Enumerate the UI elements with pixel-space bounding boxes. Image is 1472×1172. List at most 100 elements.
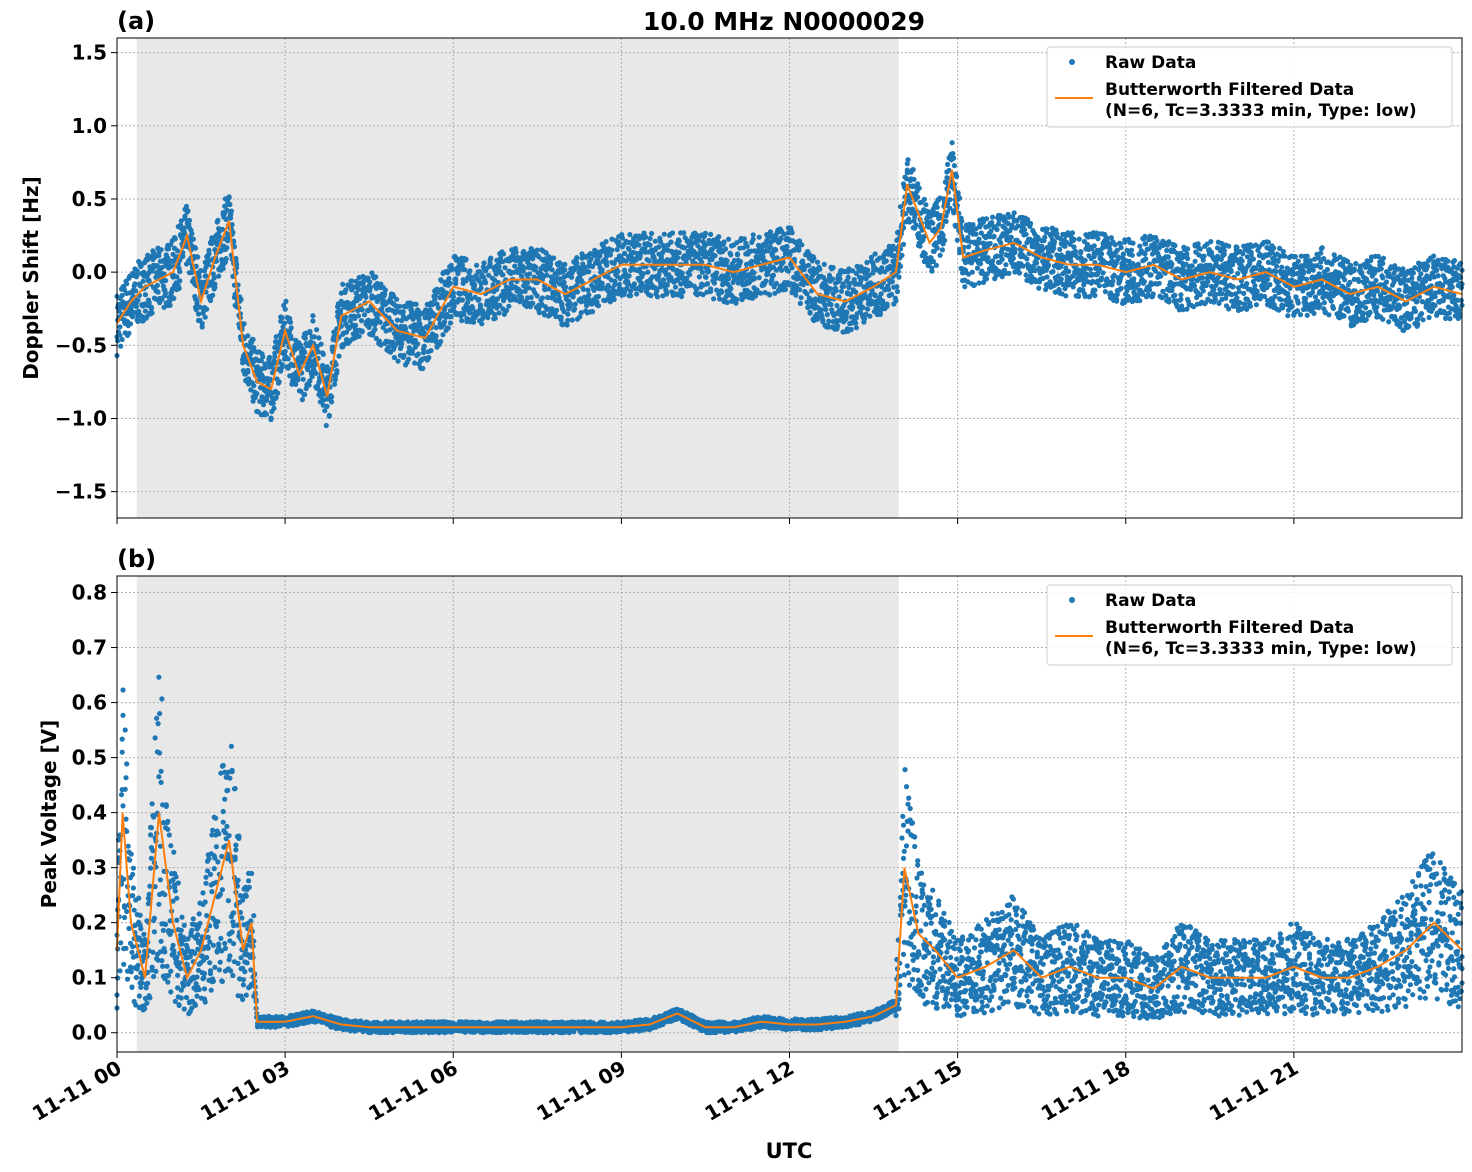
raw-data-point [1082, 257, 1088, 263]
raw-data-point [228, 215, 234, 221]
raw-data-point [563, 284, 569, 290]
raw-data-point [917, 243, 923, 249]
raw-data-point [220, 265, 226, 272]
raw-data-point [929, 265, 935, 271]
raw-data-point [1020, 263, 1026, 269]
raw-data-point [474, 262, 480, 268]
raw-data-point [1200, 275, 1206, 281]
raw-data-point [133, 304, 139, 310]
raw-data-point [734, 251, 741, 257]
raw-data-point [332, 377, 338, 383]
raw-data-point [717, 296, 723, 302]
raw-data-point [1012, 246, 1018, 252]
raw-data-point [134, 271, 140, 277]
raw-data-point [340, 281, 346, 287]
raw-data-point [699, 269, 706, 275]
raw-data-point [403, 326, 409, 332]
raw-data-point [1318, 250, 1324, 256]
raw-data-point [349, 278, 355, 284]
raw-data-point [144, 314, 150, 320]
raw-data-point [210, 292, 216, 298]
raw-data-point [343, 329, 350, 335]
raw-data-point [295, 377, 301, 383]
raw-data-point [166, 246, 172, 252]
raw-data-point [177, 269, 183, 275]
raw-data-point [806, 262, 812, 268]
raw-data-point [359, 328, 365, 334]
raw-data-point [894, 284, 900, 290]
raw-data-point [569, 274, 575, 280]
raw-data-point [496, 264, 502, 270]
raw-data-point [1016, 270, 1023, 276]
raw-data-point [318, 341, 324, 347]
raw-data-point [991, 234, 997, 240]
raw-data-point [1247, 303, 1253, 309]
raw-data-point [216, 273, 222, 279]
raw-data-point [206, 251, 212, 257]
raw-data-point [1239, 306, 1245, 312]
raw-data-point [585, 287, 591, 293]
raw-data-point [447, 280, 453, 286]
raw-data-point [1010, 255, 1017, 261]
raw-data-point [229, 222, 235, 228]
raw-data-point [361, 312, 368, 318]
raw-data-point [1148, 272, 1154, 278]
raw-data-point [1348, 262, 1354, 268]
raw-data-point [212, 281, 218, 287]
raw-data-point [1254, 288, 1260, 294]
raw-data-point [309, 374, 315, 380]
raw-data-point [1130, 240, 1136, 246]
raw-data-point [721, 239, 727, 245]
raw-data-point [399, 340, 405, 347]
raw-data-point [957, 195, 963, 201]
raw-data-point [687, 272, 693, 278]
raw-data-point [527, 271, 533, 277]
raw-data-point [1351, 267, 1357, 273]
raw-data-point [811, 255, 817, 261]
raw-data-point [352, 322, 359, 328]
raw-data-point [1208, 239, 1214, 245]
raw-data-point [462, 267, 468, 273]
raw-data-point [1099, 275, 1105, 281]
raw-data-point [163, 278, 169, 284]
raw-data-point [615, 268, 621, 274]
raw-data-point [1184, 306, 1190, 312]
raw-data-point [923, 202, 929, 208]
raw-data-point [275, 390, 281, 396]
raw-data-point [728, 286, 734, 292]
raw-data-point [332, 381, 338, 387]
raw-data-point [1063, 293, 1069, 299]
raw-data-point [387, 327, 393, 333]
raw-data-point [883, 258, 889, 264]
raw-data-point [878, 291, 884, 297]
raw-data-point [916, 185, 922, 191]
raw-data-point [574, 289, 581, 295]
raw-data-point [899, 252, 905, 258]
raw-data-point [503, 308, 510, 314]
raw-data-point [798, 295, 804, 301]
raw-data-point [595, 303, 602, 309]
raw-data-point [987, 240, 993, 247]
raw-data-point [533, 264, 539, 270]
raw-data-point [329, 394, 335, 400]
raw-data-point [656, 244, 662, 250]
raw-data-point [921, 196, 928, 202]
raw-data-point [833, 288, 839, 294]
raw-data-point [1164, 247, 1170, 254]
raw-data-point [971, 282, 978, 288]
raw-data-point [1345, 308, 1351, 314]
raw-data-point [1165, 254, 1171, 260]
raw-data-point [323, 422, 329, 429]
raw-data-point [889, 291, 895, 298]
raw-data-point [1198, 263, 1204, 269]
raw-data-point [569, 317, 575, 323]
raw-data-point [177, 278, 183, 284]
raw-data-point [1347, 279, 1353, 285]
raw-data-point [558, 314, 564, 320]
raw-data-point [1146, 287, 1153, 293]
raw-data-point [807, 309, 813, 315]
raw-data-point [302, 349, 308, 355]
raw-data-point [189, 269, 195, 276]
raw-data-point [148, 304, 154, 310]
raw-data-point [307, 378, 313, 384]
